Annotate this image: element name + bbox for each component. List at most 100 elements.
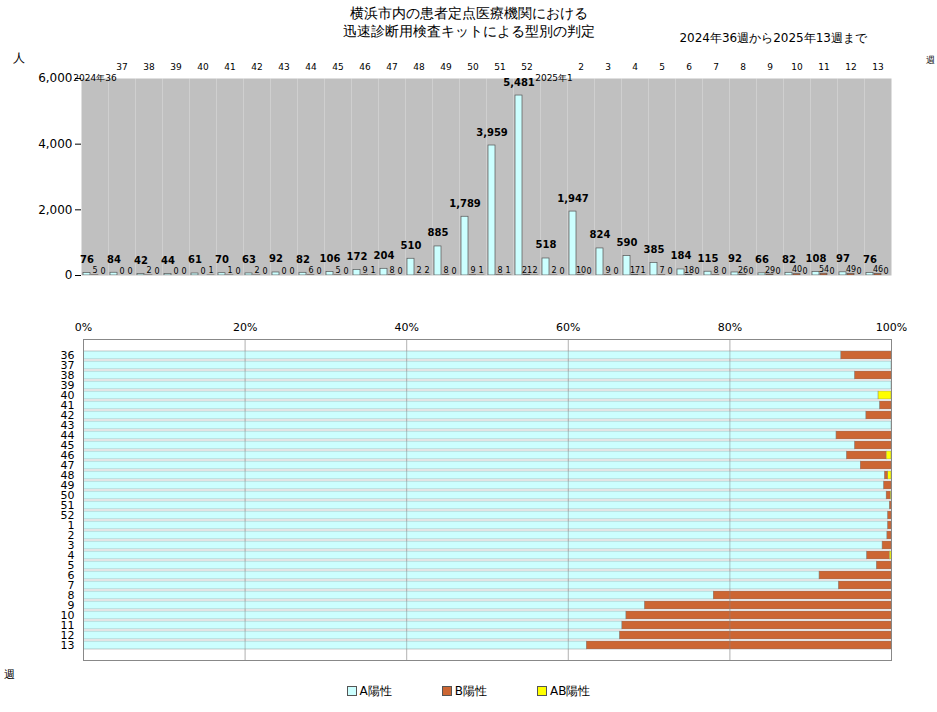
- svg-text:590: 590: [617, 237, 638, 248]
- svg-text:0: 0: [127, 267, 132, 276]
- svg-text:4: 4: [632, 62, 638, 72]
- svg-text:13: 13: [872, 62, 883, 72]
- svg-text:49: 49: [846, 265, 856, 274]
- svg-text:1: 1: [478, 266, 483, 275]
- svg-text:54: 54: [819, 265, 829, 274]
- svg-text:39: 39: [170, 62, 182, 72]
- svg-text:2025年1: 2025年1: [535, 73, 573, 83]
- svg-text:週: 週: [926, 55, 935, 65]
- svg-text:0: 0: [694, 267, 699, 276]
- svg-text:76: 76: [863, 254, 877, 265]
- svg-text:3: 3: [605, 62, 611, 72]
- svg-text:40%: 40%: [394, 321, 418, 334]
- svg-text:6,000: 6,000: [38, 71, 72, 85]
- svg-text:38: 38: [143, 62, 155, 72]
- svg-text:0: 0: [154, 267, 159, 276]
- svg-text:0: 0: [829, 267, 834, 276]
- svg-text:0: 0: [173, 267, 178, 276]
- svg-text:0: 0: [181, 267, 186, 276]
- svg-text:1: 1: [370, 266, 375, 275]
- svg-text:17: 17: [630, 266, 640, 275]
- svg-text:42: 42: [134, 255, 148, 266]
- svg-text:60%: 60%: [556, 321, 580, 334]
- svg-text:97: 97: [836, 253, 850, 264]
- svg-text:82: 82: [296, 254, 310, 265]
- svg-text:0: 0: [775, 267, 780, 276]
- svg-text:385: 385: [644, 244, 665, 255]
- svg-text:92: 92: [728, 253, 742, 264]
- svg-text:0: 0: [200, 267, 205, 276]
- svg-text:106: 106: [320, 253, 341, 264]
- svg-text:76: 76: [80, 254, 94, 265]
- svg-text:2: 2: [146, 266, 151, 275]
- svg-text:115: 115: [698, 253, 719, 264]
- svg-text:11: 11: [818, 62, 829, 72]
- svg-text:0%: 0%: [75, 321, 92, 334]
- svg-text:0: 0: [613, 267, 618, 276]
- svg-text:2: 2: [416, 266, 421, 275]
- svg-text:2024年36: 2024年36: [73, 73, 117, 83]
- svg-text:3,959: 3,959: [476, 127, 508, 138]
- svg-text:172: 172: [347, 251, 368, 262]
- svg-text:6: 6: [686, 62, 692, 72]
- svg-text:20%: 20%: [233, 321, 257, 334]
- svg-text:8: 8: [443, 266, 448, 275]
- svg-text:5: 5: [335, 266, 340, 275]
- svg-text:7: 7: [659, 266, 664, 275]
- svg-text:84: 84: [107, 254, 121, 265]
- svg-text:92: 92: [269, 253, 283, 264]
- svg-text:1: 1: [208, 266, 213, 275]
- svg-text:0: 0: [119, 267, 124, 276]
- svg-text:8: 8: [389, 266, 394, 275]
- svg-text:1: 1: [640, 266, 645, 275]
- svg-text:0: 0: [100, 267, 105, 276]
- svg-text:0: 0: [289, 267, 294, 276]
- svg-text:184: 184: [671, 250, 692, 261]
- svg-text:47: 47: [386, 62, 397, 72]
- svg-text:40: 40: [197, 62, 209, 72]
- svg-text:12: 12: [845, 62, 856, 72]
- svg-text:0: 0: [262, 267, 267, 276]
- svg-text:18: 18: [684, 266, 694, 275]
- svg-text:5: 5: [92, 266, 97, 275]
- svg-text:40: 40: [792, 265, 802, 274]
- svg-text:0: 0: [65, 268, 73, 282]
- svg-text:0: 0: [281, 267, 286, 276]
- svg-text:100%: 100%: [876, 321, 907, 334]
- svg-text:41: 41: [224, 62, 235, 72]
- svg-text:0: 0: [343, 267, 348, 276]
- svg-text:50: 50: [467, 62, 479, 72]
- svg-text:9: 9: [605, 266, 610, 275]
- svg-text:9: 9: [767, 62, 773, 72]
- svg-text:8: 8: [497, 266, 502, 275]
- svg-text:80%: 80%: [718, 321, 742, 334]
- svg-text:5: 5: [659, 62, 665, 72]
- svg-text:26: 26: [738, 266, 748, 275]
- svg-text:66: 66: [755, 254, 769, 265]
- svg-text:0: 0: [559, 267, 564, 276]
- svg-text:2: 2: [424, 266, 429, 275]
- svg-text:1: 1: [227, 266, 232, 275]
- svg-text:2: 2: [532, 266, 537, 275]
- svg-text:2: 2: [254, 266, 259, 275]
- svg-text:8: 8: [713, 266, 718, 275]
- svg-text:0: 0: [586, 267, 591, 276]
- svg-text:82: 82: [782, 254, 796, 265]
- svg-text:人: 人: [13, 51, 25, 65]
- svg-text:2,000: 2,000: [38, 203, 72, 217]
- svg-text:204: 204: [374, 250, 395, 261]
- svg-text:0: 0: [667, 267, 672, 276]
- svg-text:1: 1: [505, 266, 510, 275]
- svg-text:42: 42: [251, 62, 262, 72]
- svg-text:0: 0: [883, 267, 888, 276]
- svg-text:29: 29: [765, 266, 775, 275]
- svg-text:5,481: 5,481: [503, 77, 535, 88]
- svg-text:21: 21: [522, 266, 532, 275]
- svg-text:0: 0: [451, 267, 456, 276]
- svg-text:44: 44: [161, 255, 175, 266]
- svg-text:10: 10: [791, 62, 803, 72]
- svg-text:4,000: 4,000: [38, 137, 72, 151]
- svg-text:9: 9: [362, 266, 367, 275]
- svg-text:0: 0: [856, 267, 861, 276]
- svg-text:49: 49: [440, 62, 452, 72]
